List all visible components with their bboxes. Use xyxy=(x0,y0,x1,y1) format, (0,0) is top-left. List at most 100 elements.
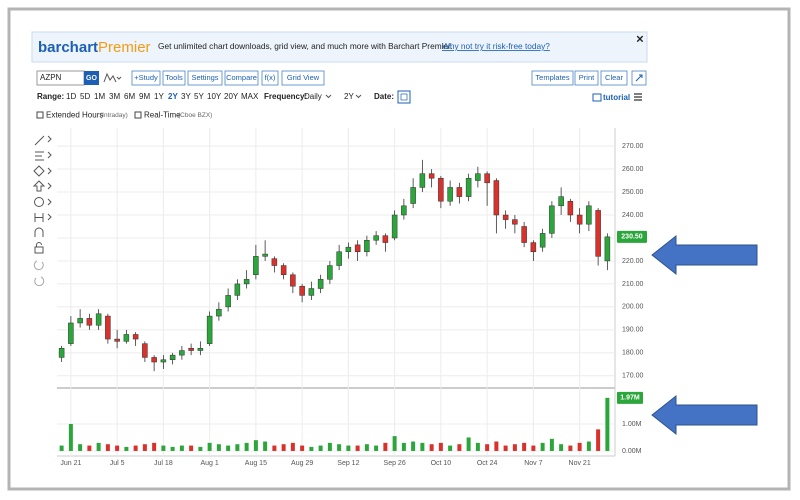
volume-bar xyxy=(605,397,610,451)
volume-bar xyxy=(59,445,64,451)
range-option[interactable]: 9M xyxy=(139,92,150,101)
tool-fib[interactable] xyxy=(35,151,44,161)
candle-body xyxy=(345,246,352,253)
volume-bar xyxy=(161,445,166,451)
toolbar-button[interactable] xyxy=(574,70,599,86)
range-option[interactable]: 1Y xyxy=(154,92,164,101)
logo-main: barchart xyxy=(38,39,98,56)
candle-body xyxy=(475,173,481,181)
volume-bar xyxy=(152,442,157,451)
candle-body xyxy=(299,285,305,296)
range-option[interactable]: 6M xyxy=(124,92,135,101)
candle-body xyxy=(197,347,204,351)
range-option[interactable]: 3Y xyxy=(181,92,191,101)
checkbox[interactable] xyxy=(36,111,44,119)
volume-bar xyxy=(448,445,453,451)
volume-bar xyxy=(281,444,286,451)
calendar-button[interactable] xyxy=(397,90,411,104)
toolbar-button[interactable] xyxy=(131,70,161,86)
candle-body xyxy=(465,177,472,197)
candle-body xyxy=(428,173,435,179)
toolbar-button[interactable] xyxy=(224,70,259,86)
candle-body xyxy=(419,173,426,188)
price-tag xyxy=(617,230,647,243)
candle-body xyxy=(336,251,342,266)
candle-body xyxy=(373,235,379,241)
volume-bar xyxy=(531,445,536,451)
banner-text: Get unlimited chart downloads, grid view… xyxy=(158,41,453,51)
go-button[interactable] xyxy=(84,71,99,85)
tool-measure[interactable] xyxy=(34,213,44,222)
volume-bar xyxy=(596,429,601,451)
candle-body xyxy=(391,214,398,239)
volume-bar xyxy=(133,445,138,451)
volume-bar xyxy=(355,445,360,451)
volume-bar xyxy=(272,445,277,451)
close-button[interactable]: ✕ xyxy=(636,35,644,46)
candle-body xyxy=(456,187,463,197)
volume-bar xyxy=(411,441,416,451)
range-option[interactable]: 2Y xyxy=(168,92,178,101)
callout-arrow xyxy=(651,394,758,436)
candle-body xyxy=(493,180,500,216)
candle-body xyxy=(169,354,176,360)
calendar-icon xyxy=(400,93,408,101)
banner-link[interactable]: Why not try it risk-free today? xyxy=(442,41,550,51)
toolbar-button[interactable] xyxy=(531,70,574,86)
x-tick-label: Nov 7 xyxy=(524,460,542,467)
candle-body xyxy=(354,244,361,253)
tutorial-link[interactable]: tutorial xyxy=(603,93,630,102)
candle-body xyxy=(484,173,490,184)
range-option[interactable]: 1M xyxy=(94,92,105,101)
volume-bar xyxy=(253,440,258,451)
candle-body xyxy=(604,236,611,262)
tool-arrow[interactable] xyxy=(32,180,46,192)
candle-body xyxy=(243,279,250,285)
range-option[interactable]: 1D xyxy=(66,92,76,101)
frequency-label: Frequency: xyxy=(264,92,307,101)
tool-shape[interactable] xyxy=(33,165,45,177)
button-label: f(x) xyxy=(265,73,276,82)
menu-icon[interactable] xyxy=(634,93,642,101)
tool-undo[interactable] xyxy=(33,260,44,271)
candle-body xyxy=(280,265,287,275)
volume-bar xyxy=(522,442,527,451)
chart-type-icon[interactable] xyxy=(103,72,117,83)
tool-expanders[interactable] xyxy=(47,135,52,221)
range-option[interactable]: 5D xyxy=(80,92,90,101)
volume-bar xyxy=(68,423,73,451)
volume-bar xyxy=(374,445,379,451)
y-tick-label: 180.00 xyxy=(622,350,644,357)
volume-bar xyxy=(105,444,110,451)
range-option[interactable]: MAX xyxy=(241,92,259,101)
tool-lock[interactable] xyxy=(34,246,44,254)
logo: barchartPremier xyxy=(38,39,151,56)
checkbox[interactable] xyxy=(134,111,142,119)
candle-body xyxy=(364,240,370,253)
tool-redo[interactable] xyxy=(34,276,45,287)
candle-body xyxy=(410,187,416,204)
period[interactable]: 2Y xyxy=(344,92,354,101)
toolbar-button[interactable] xyxy=(600,70,628,86)
tool-magnet[interactable] xyxy=(34,227,44,237)
frequency[interactable]: Daily xyxy=(304,92,322,101)
range-option[interactable]: 3M xyxy=(109,92,120,101)
toolbar-button[interactable] xyxy=(261,70,279,86)
range-option[interactable]: 5Y xyxy=(194,92,204,101)
range-option[interactable]: 10Y xyxy=(207,92,222,101)
tool-circle[interactable] xyxy=(34,197,44,207)
volume-bar xyxy=(475,442,480,451)
volume-bar xyxy=(170,446,175,451)
volume-bar xyxy=(559,444,564,451)
volume-bar xyxy=(235,444,240,451)
tool-line[interactable] xyxy=(34,135,45,146)
toolbar-button[interactable] xyxy=(162,70,186,86)
candle-body xyxy=(225,295,231,308)
volume-bar xyxy=(438,442,443,451)
toolbar-button[interactable] xyxy=(187,70,223,86)
candle-body xyxy=(530,242,537,253)
toolbar-button[interactable] xyxy=(281,70,325,86)
candle-body xyxy=(308,288,315,296)
button-label: Compare xyxy=(226,73,257,82)
range-option[interactable]: 20Y xyxy=(224,92,239,101)
